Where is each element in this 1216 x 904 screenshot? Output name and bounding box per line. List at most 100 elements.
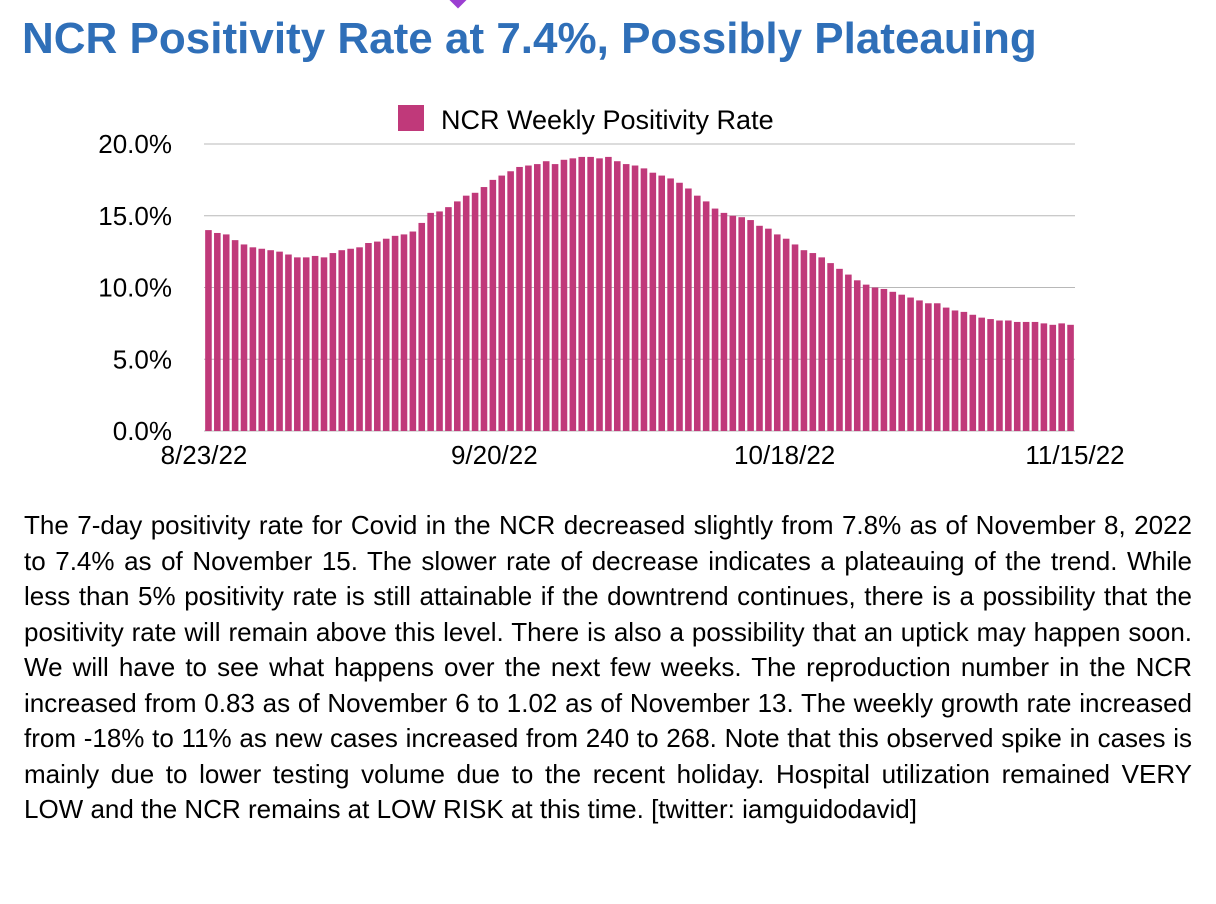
bar — [613, 161, 621, 431]
bar — [374, 241, 381, 431]
bar — [773, 234, 781, 431]
bar — [534, 164, 541, 431]
bar — [862, 284, 870, 431]
bar — [551, 164, 559, 431]
bar — [800, 250, 808, 431]
bar — [347, 248, 354, 431]
bar — [658, 175, 666, 431]
bar — [622, 164, 630, 431]
bar — [996, 320, 1003, 431]
bar — [951, 310, 959, 431]
y-axis-tick-labels: 0.0% 5.0% 10.0% 15.0% 20.0% — [98, 129, 172, 446]
bar — [1040, 323, 1048, 432]
bar — [693, 195, 701, 431]
bar — [507, 171, 514, 431]
bar — [436, 211, 443, 431]
bar — [685, 188, 692, 431]
bar — [871, 287, 879, 431]
bar — [587, 156, 594, 431]
bar — [356, 247, 363, 431]
bar — [267, 250, 274, 431]
bar — [222, 234, 230, 431]
bar — [889, 291, 897, 431]
page-title: NCR Positivity Rate at 7.4%, Possibly Pl… — [22, 14, 1037, 63]
bar — [978, 317, 985, 431]
bar — [409, 231, 417, 431]
bar — [445, 207, 452, 431]
bar — [1005, 320, 1012, 431]
bar — [427, 212, 434, 431]
bar — [916, 300, 923, 431]
bar — [240, 244, 248, 431]
bar — [925, 303, 932, 431]
bar — [969, 314, 977, 431]
bar — [827, 263, 834, 431]
bar — [853, 280, 861, 431]
bar — [818, 257, 825, 431]
bar — [649, 172, 657, 431]
bar — [294, 257, 301, 431]
bar — [756, 225, 763, 431]
bar — [391, 235, 399, 431]
bar — [329, 253, 337, 431]
bar — [569, 158, 577, 431]
bar — [489, 179, 497, 432]
bar — [231, 240, 239, 431]
bar — [320, 257, 328, 431]
bar — [338, 250, 346, 431]
bar — [720, 212, 728, 431]
bar — [960, 311, 968, 431]
bar — [942, 307, 950, 431]
chart-bars — [205, 156, 1074, 432]
x-tick-label: 8/23/22 — [161, 440, 248, 470]
bar — [738, 217, 745, 431]
bar — [845, 274, 852, 431]
y-tick-label: 15.0% — [98, 201, 172, 231]
bar — [560, 159, 568, 431]
summary-paragraph: The 7-day positivity rate for Covid in t… — [24, 510, 1192, 824]
bar — [471, 192, 479, 431]
x-tick-label: 10/18/22 — [734, 440, 835, 470]
bar — [880, 288, 888, 431]
bar — [382, 238, 390, 431]
bar — [516, 166, 523, 431]
y-tick-label: 0.0% — [113, 416, 172, 446]
bar — [249, 247, 257, 431]
bar — [667, 178, 674, 431]
bar — [605, 156, 612, 431]
bar — [400, 234, 408, 431]
y-tick-label: 20.0% — [98, 129, 172, 159]
bar — [285, 254, 292, 431]
x-tick-label: 9/20/22 — [451, 440, 538, 470]
bar — [631, 165, 639, 431]
bar — [676, 182, 683, 431]
bar — [258, 248, 266, 431]
chart-legend: NCR Weekly Positivity Rate — [398, 105, 774, 135]
bar — [302, 257, 310, 431]
legend-label: NCR Weekly Positivity Rate — [441, 105, 774, 135]
bar — [782, 238, 790, 431]
bar — [578, 156, 586, 431]
bar — [747, 220, 754, 431]
y-tick-label: 10.0% — [98, 273, 172, 303]
bar — [1022, 321, 1030, 431]
bar — [836, 268, 843, 431]
bar — [454, 201, 461, 431]
decorative-marker — [449, 0, 467, 9]
bar — [418, 222, 426, 431]
positivity-bar-chart: 0.0% 5.0% 10.0% 15.0% 20.0% 8/23/22 9/20/22 10… — [98, 105, 1125, 470]
bar — [765, 228, 772, 431]
y-tick-label: 5.0% — [113, 344, 172, 374]
bar — [702, 201, 710, 431]
x-axis-tick-labels: 8/23/22 9/20/22 10/18/22 11/15/22 — [161, 440, 1125, 470]
bar — [596, 158, 603, 431]
bar — [1067, 324, 1074, 431]
bar — [640, 168, 648, 431]
bar — [542, 161, 550, 431]
bar — [205, 230, 212, 431]
bar — [1049, 324, 1057, 431]
bar — [809, 253, 817, 431]
bar — [898, 294, 905, 431]
bar — [1031, 321, 1039, 431]
bar — [933, 303, 941, 431]
